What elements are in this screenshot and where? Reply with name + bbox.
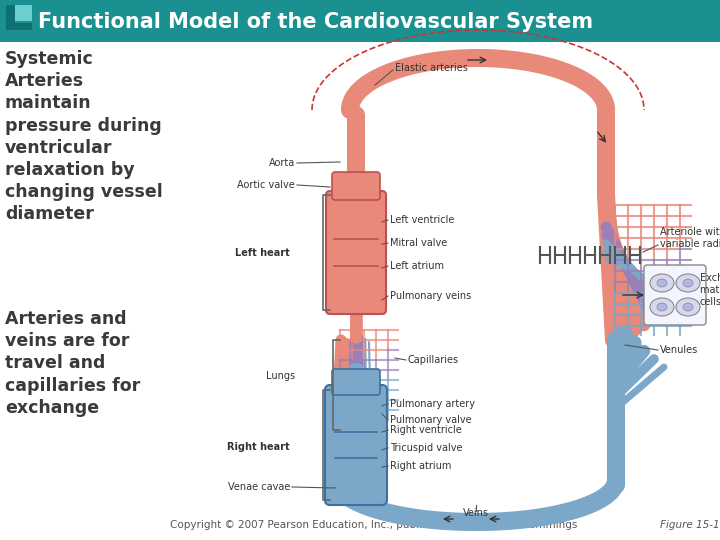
Text: Pulmonary artery: Pulmonary artery: [390, 399, 475, 409]
FancyBboxPatch shape: [332, 172, 380, 200]
Text: Capillaries: Capillaries: [408, 355, 459, 365]
FancyBboxPatch shape: [644, 265, 706, 325]
Text: Right atrium: Right atrium: [390, 461, 451, 471]
Text: Pulmonary veins: Pulmonary veins: [390, 291, 472, 301]
Text: Exchange of
material with
cells: Exchange of material with cells: [700, 273, 720, 307]
Text: Aorta: Aorta: [269, 158, 295, 168]
Text: Pulmonary valve: Pulmonary valve: [390, 415, 472, 425]
Bar: [6, 5, 32, 21]
Text: Veins: Veins: [463, 508, 489, 518]
Ellipse shape: [657, 303, 667, 311]
Bar: [0, 0, 720, 42]
Text: Lungs: Lungs: [266, 371, 295, 381]
Text: Figure 15-1: Figure 15-1: [660, 520, 719, 530]
Text: Left heart: Left heart: [235, 248, 290, 258]
Text: Mitral valve: Mitral valve: [390, 238, 447, 248]
Ellipse shape: [650, 274, 674, 292]
FancyBboxPatch shape: [326, 191, 386, 314]
Text: Venae cavae: Venae cavae: [228, 482, 290, 492]
Text: Arteries and
veins are for
travel and
capillaries for
exchange: Arteries and veins are for travel and ca…: [5, 310, 140, 417]
Text: Functional Model of the Cardiovascular System: Functional Model of the Cardiovascular S…: [38, 12, 593, 32]
Text: Elastic arteries: Elastic arteries: [395, 63, 468, 73]
Ellipse shape: [683, 303, 693, 311]
Text: Right ventricle: Right ventricle: [390, 425, 462, 435]
Ellipse shape: [657, 279, 667, 287]
Ellipse shape: [650, 298, 674, 316]
Ellipse shape: [676, 274, 700, 292]
Ellipse shape: [683, 279, 693, 287]
Text: Left ventricle: Left ventricle: [390, 215, 454, 225]
Text: Aortic valve: Aortic valve: [238, 180, 295, 190]
Ellipse shape: [676, 298, 700, 316]
Text: Venules: Venules: [660, 345, 698, 355]
Text: Systemic
Arteries
maintain
pressure during
ventricular
relaxation by
changing ve: Systemic Arteries maintain pressure duri…: [5, 50, 163, 224]
Bar: [6, 5, 15, 30]
FancyBboxPatch shape: [325, 385, 387, 505]
Bar: [6, 23, 32, 30]
Text: Arteriole with
variable radius: Arteriole with variable radius: [660, 227, 720, 249]
Text: Left atrium: Left atrium: [390, 261, 444, 271]
Text: Right heart: Right heart: [228, 442, 290, 452]
FancyBboxPatch shape: [332, 369, 380, 395]
Text: Copyright © 2007 Pearson Education, Inc., publishing as Benjamin Cummings: Copyright © 2007 Pearson Education, Inc.…: [170, 520, 577, 530]
Text: Tricuspid valve: Tricuspid valve: [390, 443, 462, 453]
